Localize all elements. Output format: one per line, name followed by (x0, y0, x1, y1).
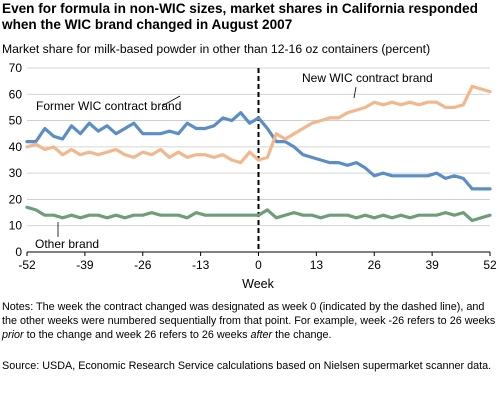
x-tick-label--39: -39 (76, 258, 94, 272)
annotation-leader-new (353, 86, 357, 99)
series-line-other (25, 205, 492, 223)
x-tick-label-26: 26 (368, 258, 382, 272)
line-chart: 0 10 20 30 40 50 60 70 -52 -39 -26 -13 0 13 26 39 52 Fo… (9, 61, 497, 291)
x-tick-label-0: 0 (255, 258, 262, 272)
y-tick-label-30: 30 (9, 166, 23, 180)
x-tick-label-13: 13 (310, 258, 324, 272)
y-axis: 0 10 20 30 40 50 60 70 (9, 61, 23, 259)
notes-text-3: the change. (272, 329, 332, 341)
annotation-label-new: New WIC contract brand (302, 71, 433, 85)
x-tick-label--13: -13 (192, 258, 210, 272)
annotation-label-other: Other brand (35, 237, 99, 251)
x-tick-label--26: -26 (134, 258, 152, 272)
y-tick-label-50: 50 (9, 114, 23, 128)
chart-source: Source: USDA, Economic Research Service … (2, 360, 492, 372)
notes-text-1: Notes: The week the contract changed was… (2, 301, 496, 327)
notes-text-2: to the change and week 26 refers to 26 w… (23, 329, 251, 341)
annotation-label-former: Former WIC contract brand (36, 99, 181, 113)
series-annotations: Former WIC contract brand New WIC contrac… (35, 71, 433, 251)
x-axis: -52 -39 -26 -13 0 13 26 39 52 (18, 251, 497, 272)
y-tick-label-20: 20 (9, 192, 23, 206)
chart-subtitle: Market share for milk-based powder in ot… (2, 42, 431, 56)
gridlines (27, 67, 490, 227)
series-lines (25, 84, 492, 223)
series-line-new (25, 84, 492, 165)
x-tick-label--52: -52 (18, 258, 36, 272)
x-tick-label-39: 39 (425, 258, 439, 272)
notes-emphasis-after: after (250, 329, 273, 341)
y-tick-label-10: 10 (9, 219, 23, 233)
annotation-leader-former (161, 95, 181, 107)
x-tick-label-52: 52 (483, 258, 497, 272)
x-axis-label: Week (242, 277, 274, 291)
series-line-former (25, 111, 492, 191)
notes-emphasis-prior: prior (2, 329, 24, 341)
chart-notes: Notes: The week the contract changed was… (2, 300, 496, 342)
chart-title: Even for formula in non-WIC sizes, marke… (2, 1, 478, 32)
y-tick-label-60: 60 (9, 87, 23, 101)
y-tick-label-70: 70 (9, 61, 23, 75)
y-tick-label-0: 0 (15, 245, 22, 259)
y-tick-label-40: 40 (9, 140, 23, 154)
